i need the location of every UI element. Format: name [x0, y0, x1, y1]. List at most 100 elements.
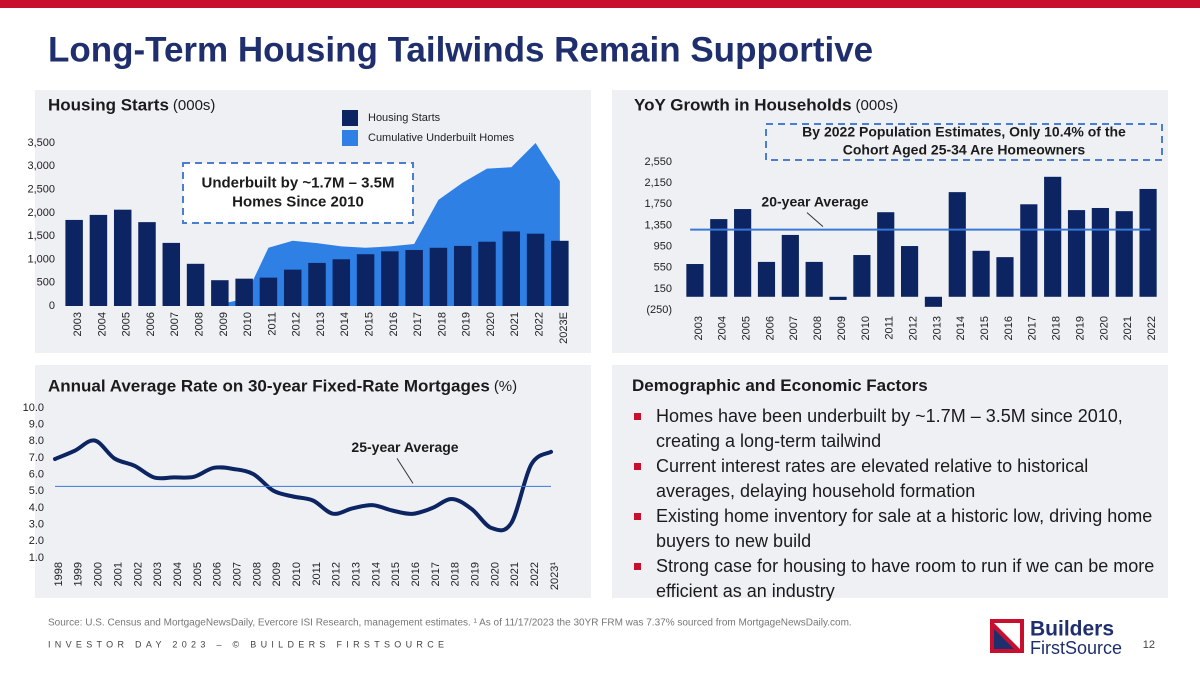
x-tick-label: 2003: [693, 316, 705, 340]
x-tick-label: 2017: [430, 562, 442, 586]
x-tick-label: 2004: [172, 562, 184, 586]
x-tick-label: 2003: [72, 312, 84, 336]
annotation-box: [182, 162, 414, 224]
y-tick-label: 4.0: [29, 502, 44, 514]
bar: [65, 219, 83, 306]
x-tick-label: 2013: [315, 312, 327, 336]
factors-panel: Demographic and Economic Factors Homes h…: [632, 376, 1162, 604]
x-tick-label: 2002: [132, 562, 144, 586]
legend-swatch: [342, 110, 358, 126]
x-tick-label: 2005: [121, 312, 133, 336]
x-tick-label: 2011: [311, 562, 323, 586]
factors-title: Demographic and Economic Factors: [632, 376, 928, 395]
bar: [502, 231, 521, 306]
y-tick-label: 2,000: [27, 207, 55, 219]
x-tick-label: 2020: [485, 312, 497, 336]
bar: [138, 222, 156, 306]
x-tick-label: 2017: [1027, 316, 1039, 340]
x-tick-label: 2005: [192, 562, 204, 586]
x-tick-label: 2015: [979, 316, 991, 340]
x-tick-label: 2014: [370, 562, 382, 586]
chart-title: Housing Starts: [48, 95, 169, 114]
bar: [1020, 204, 1038, 297]
bar: [235, 278, 253, 306]
y-tick-label: 2,150: [644, 177, 672, 189]
annotation-text: Homes Since 2010: [232, 193, 364, 210]
legend-label: Housing Starts: [368, 112, 441, 124]
panel: [612, 365, 1168, 598]
bar: [781, 234, 799, 297]
bar: [259, 277, 278, 306]
logo-text: FirstSource: [1030, 638, 1122, 658]
x-tick-label: 2013: [931, 316, 943, 340]
bar: [710, 219, 728, 297]
y-tick-label: 1,000: [27, 253, 55, 265]
bar: [996, 257, 1014, 297]
x-tick-label: 2001: [112, 562, 124, 586]
reference-connector: [806, 212, 824, 228]
x-tick-label: 2008: [193, 312, 205, 336]
annotation-text: Underbuilt by ~1.7M – 3.5M: [202, 174, 395, 191]
y-tick-label: 1,750: [644, 198, 672, 210]
x-tick-label: 2006: [145, 312, 157, 336]
slide-title: Long-Term Housing Tailwinds Remain Suppo…: [48, 30, 873, 69]
reference-label: 20-year Average: [761, 193, 868, 209]
bar: [526, 233, 545, 306]
legend-label: Cumulative Underbuilt Homes: [368, 132, 515, 144]
x-tick-label: 2004: [96, 312, 108, 336]
bar: [113, 209, 132, 306]
x-tick-label: 2022: [1146, 316, 1158, 340]
x-tick-label: 2000: [93, 562, 105, 586]
reference-connector: [396, 458, 414, 484]
chart-unit: (000s): [856, 97, 899, 114]
y-tick-label: 3.0: [29, 519, 44, 531]
y-tick-label: 6.0: [29, 469, 44, 481]
x-tick-label: 2019: [461, 312, 473, 336]
x-tick-label: 2005: [741, 316, 753, 340]
area: [219, 143, 560, 306]
annotation-text: Cohort Aged 25-34 Are Homeowners: [843, 142, 1086, 158]
x-tick-label: 2011: [266, 312, 278, 336]
y-tick-label: 2.0: [29, 535, 44, 547]
x-tick-label: 2021: [509, 312, 521, 336]
x-tick-label: 2008: [251, 562, 263, 586]
x-tick-label: 2020: [1098, 316, 1110, 340]
x-tick-label: 2007: [169, 312, 181, 336]
y-tick-label: 3,500: [27, 137, 55, 149]
y-tick-label: 5.0: [29, 485, 44, 497]
x-tick-label: 2013: [351, 562, 363, 586]
x-tick-label: 2009: [271, 562, 283, 586]
x-tick-label: 2007: [788, 316, 800, 340]
bullet: Strong case for housing to have room to …: [632, 554, 1162, 604]
bar: [1139, 188, 1157, 297]
bar: [453, 245, 472, 306]
x-tick-label: 2021: [1122, 316, 1134, 340]
y-tick-label: 10.0: [23, 402, 44, 414]
bullet-list: Homes have been underbuilt by ~1.7M – 3.…: [632, 404, 1162, 604]
legend-swatch: [342, 130, 358, 146]
bar: [308, 262, 326, 306]
y-tick-label: 3,000: [27, 160, 55, 172]
y-tick-label: 1,500: [27, 230, 55, 242]
panel: [35, 365, 591, 598]
bar: [686, 264, 704, 297]
bar: [924, 296, 943, 307]
x-tick-label: 2016: [1003, 316, 1015, 340]
bar: [853, 255, 871, 297]
x-tick-label: 2018: [436, 312, 448, 336]
logo-icon-cut: [994, 623, 1020, 649]
x-tick-label: 2015: [390, 562, 402, 586]
bar: [900, 246, 919, 297]
x-tick-label: 2022: [533, 312, 545, 336]
chart-unit: (%): [494, 378, 517, 395]
bar: [381, 251, 399, 306]
bullet: Homes have been underbuilt by ~1.7M – 3.…: [632, 404, 1162, 454]
y-tick-label: 9.0: [29, 419, 44, 431]
x-tick-label: 1999: [73, 562, 85, 586]
bar: [211, 280, 229, 306]
x-tick-label: 2019: [470, 562, 482, 586]
y-tick-label: 8.0: [29, 435, 44, 447]
x-tick-label: 2018: [1051, 316, 1063, 340]
y-tick-label: 0: [49, 300, 55, 312]
